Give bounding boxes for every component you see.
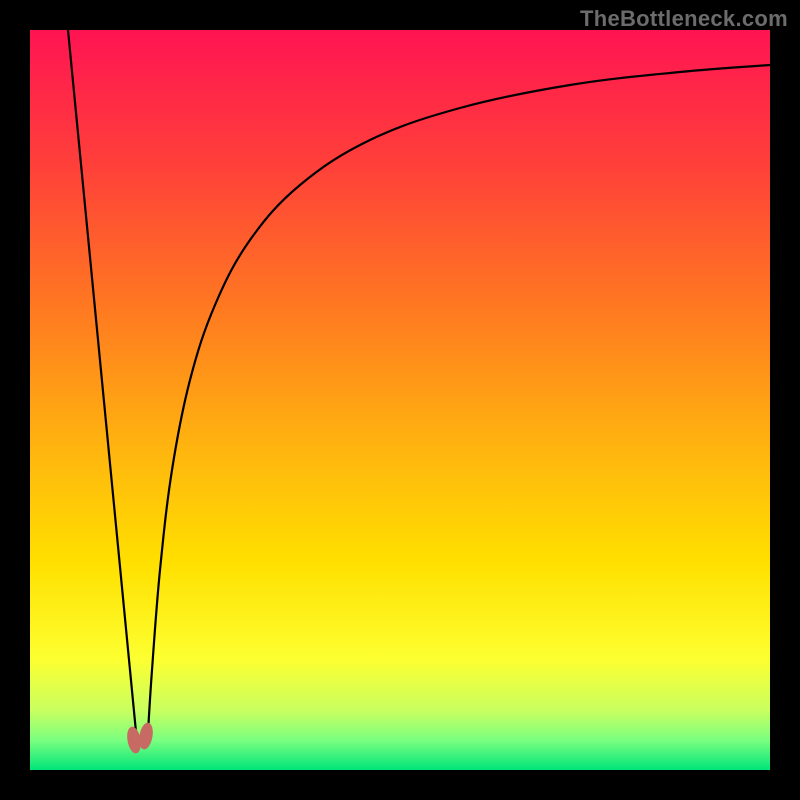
gradient-background	[30, 30, 770, 770]
plot-svg	[30, 30, 770, 770]
watermark-text: TheBottleneck.com	[580, 6, 788, 32]
chart-container: TheBottleneck.com	[0, 0, 800, 800]
plot-area	[30, 30, 770, 770]
